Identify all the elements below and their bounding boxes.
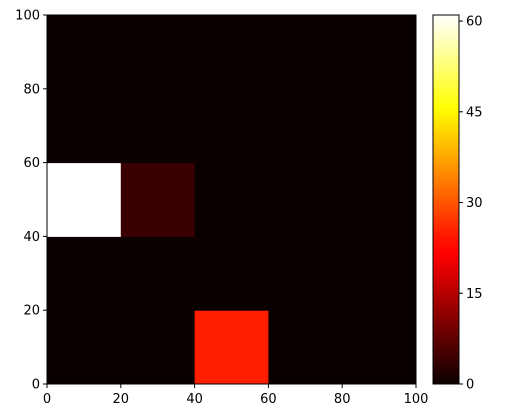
heatmap-cell <box>268 236 342 310</box>
x-tick-label: 100 <box>404 392 429 407</box>
heatmap-cell <box>342 236 416 310</box>
plot-area <box>47 15 417 385</box>
colorbar: 0 15 30 45 60 <box>433 15 483 393</box>
heatmap-cell <box>342 310 416 384</box>
colorbar-tick-label: 0 <box>466 378 474 393</box>
colorbar-tick-label: 45 <box>466 105 483 120</box>
y-axis: 0 20 40 60 80 100 <box>15 9 47 393</box>
heatmap-cell <box>121 236 195 310</box>
heatmap-cell <box>195 163 269 237</box>
heatmap-cell <box>47 310 121 384</box>
heatmap-cell <box>268 310 342 384</box>
heatmap-cell <box>195 15 269 89</box>
heatmap-cell <box>47 236 121 310</box>
heatmap-cell <box>342 89 416 163</box>
y-tick-label: 80 <box>23 82 40 97</box>
heatmap-cell <box>342 15 416 89</box>
colorbar-tick-label: 15 <box>466 287 483 302</box>
heatmap-cell <box>47 163 121 237</box>
heatmap-cell <box>121 89 195 163</box>
y-tick-label: 0 <box>32 378 40 393</box>
y-tick-label: 100 <box>15 9 40 24</box>
x-tick-label: 40 <box>186 392 203 407</box>
heatmap-cell <box>268 89 342 163</box>
heatmap-cell <box>47 89 121 163</box>
y-tick-label: 40 <box>23 230 40 245</box>
x-axis: 0 20 40 60 80 100 <box>43 384 429 407</box>
colorbar-gradient <box>433 15 459 384</box>
x-tick-label: 80 <box>334 392 351 407</box>
heatmap-cell <box>268 15 342 89</box>
colorbar-tick-label: 60 <box>466 15 483 30</box>
heatmap-cell <box>121 163 195 237</box>
y-tick-label: 20 <box>23 304 40 319</box>
heatmap-cell <box>268 163 342 237</box>
heatmap-cell <box>121 310 195 384</box>
x-tick-label: 60 <box>260 392 277 407</box>
heatmap-cell <box>195 89 269 163</box>
heatmap-cell <box>195 236 269 310</box>
y-tick-label: 60 <box>23 156 40 171</box>
heatmap-cell <box>195 310 269 384</box>
heatmap-cell <box>121 15 195 89</box>
x-tick-label: 0 <box>43 392 51 407</box>
heatmap-cell <box>47 15 121 89</box>
x-tick-label: 20 <box>113 392 130 407</box>
colorbar-tick-label: 30 <box>466 196 483 211</box>
heatmap-cell <box>342 163 416 237</box>
